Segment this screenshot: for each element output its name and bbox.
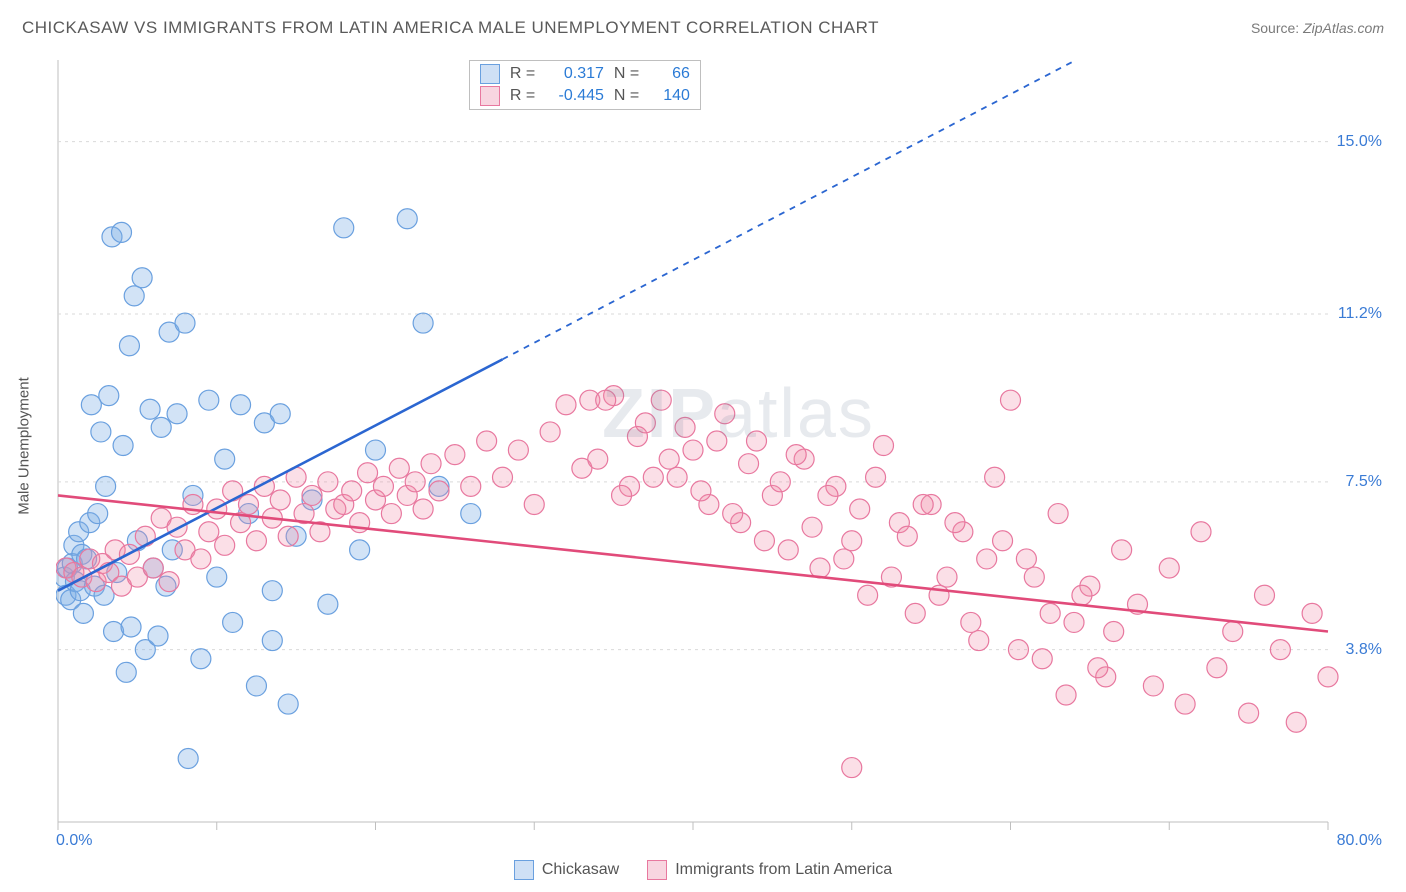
legend-label: Chickasaw	[542, 861, 619, 879]
series-Immigrants from Latin America	[56, 386, 1338, 778]
corr-legend-row: R =0.317N =66	[470, 63, 700, 85]
y-tick-label: 3.8%	[1346, 641, 1382, 659]
scatter-chart	[56, 56, 1388, 848]
source-name: ZipAtlas.com	[1303, 20, 1384, 36]
series-legend: Chickasaw Immigrants from Latin America	[0, 860, 1406, 880]
x-max-label: 80.0%	[1337, 832, 1382, 850]
x-min-label: 0.0%	[56, 832, 92, 850]
title-row: CHICKASAW VS IMMIGRANTS FROM LATIN AMERI…	[22, 18, 1384, 38]
corr-legend-row: R =-0.445N =140	[470, 85, 700, 107]
y-axis-label: Male Unemployment	[16, 377, 33, 515]
legend-swatch	[514, 860, 534, 880]
legend-label: Immigrants from Latin America	[675, 861, 892, 879]
source-credit: Source: ZipAtlas.com	[1251, 20, 1384, 36]
correlation-legend: R =0.317N =66R =-0.445N =140	[469, 60, 701, 110]
legend-swatch	[480, 64, 500, 84]
legend-swatch	[647, 860, 667, 880]
y-tick-label: 11.2%	[1338, 305, 1382, 323]
y-tick-label: 7.5%	[1346, 473, 1382, 491]
legend-item: Immigrants from Latin America	[647, 860, 892, 880]
legend-item: Chickasaw	[514, 860, 619, 880]
y-tick-label: 15.0%	[1337, 133, 1382, 151]
legend-swatch	[480, 86, 500, 106]
source-label: Source:	[1251, 20, 1299, 36]
chart-title: CHICKASAW VS IMMIGRANTS FROM LATIN AMERI…	[22, 18, 879, 38]
plot-area: ZIPatlas R =0.317N =66R =-0.445N =140 3.…	[56, 56, 1388, 848]
